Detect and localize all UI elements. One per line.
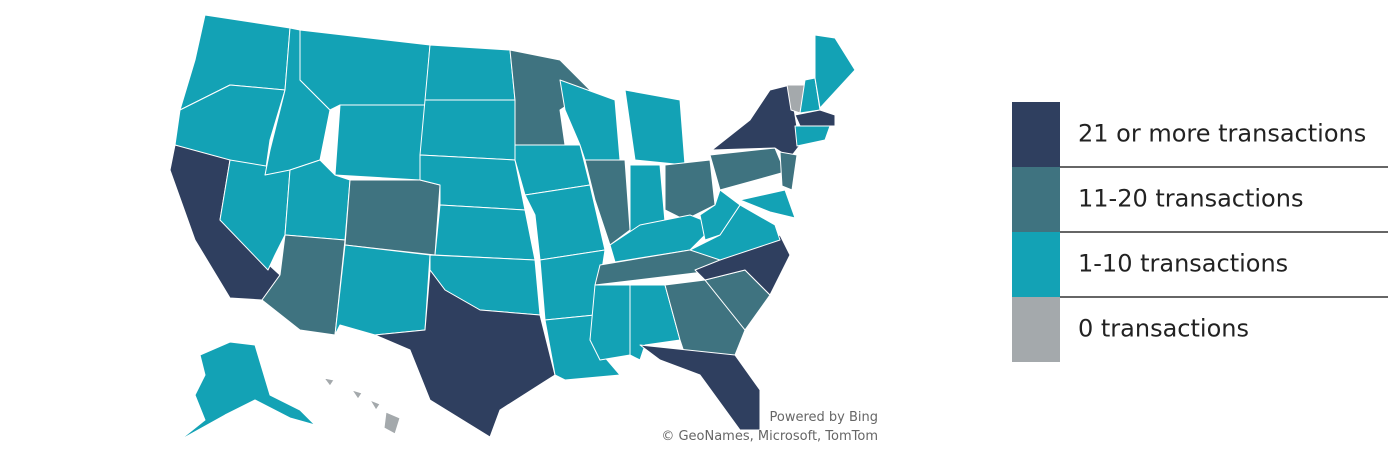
legend-label: 0 transactions [1078, 315, 1249, 343]
us-map [169, 14, 856, 441]
legend-label: 21 or more transactions [1078, 120, 1366, 148]
state [589, 284, 631, 361]
state [179, 341, 316, 441]
state [624, 89, 686, 166]
legend-label: 11-20 transactions [1078, 185, 1303, 213]
state [524, 184, 606, 261]
state [374, 269, 556, 438]
state [814, 34, 856, 109]
state [794, 125, 831, 147]
state [639, 344, 761, 431]
state [709, 147, 786, 191]
state [369, 399, 381, 411]
attribution: © GeoNames, Microsoft, TomTom [661, 429, 878, 444]
state [794, 109, 836, 127]
attribution: Powered by Bing [769, 410, 878, 425]
state [323, 377, 335, 387]
state [664, 159, 716, 221]
state [334, 104, 426, 181]
state [299, 29, 431, 111]
state [424, 44, 516, 101]
state [351, 389, 363, 400]
state [739, 189, 796, 219]
legend-swatch [1012, 102, 1060, 167]
state [344, 179, 441, 256]
state [779, 151, 798, 191]
state [419, 99, 516, 161]
state [699, 189, 741, 241]
state [383, 411, 401, 435]
legend-label: 1-10 transactions [1078, 250, 1288, 278]
state [509, 49, 591, 146]
legend-swatch [1012, 167, 1060, 232]
state [584, 159, 631, 246]
legend-swatch [1012, 232, 1060, 297]
legend: 21 or more transactions 11-20 transaction… [1012, 102, 1388, 362]
state [434, 204, 536, 261]
state [334, 244, 431, 336]
state [711, 84, 801, 159]
legend-swatch [1012, 297, 1060, 362]
